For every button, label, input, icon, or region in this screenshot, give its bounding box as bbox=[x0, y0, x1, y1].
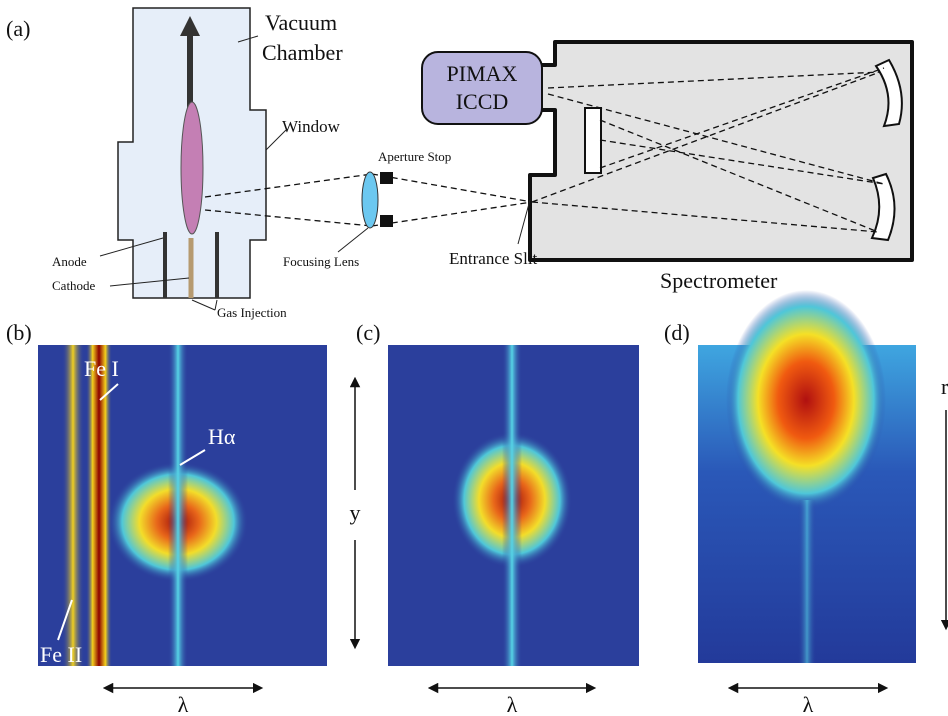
label: ICCD bbox=[456, 89, 509, 114]
label: Chamber bbox=[262, 40, 343, 65]
label: Window bbox=[282, 117, 341, 136]
spectrometer-box bbox=[528, 40, 914, 262]
leader bbox=[517, 199, 531, 245]
mirror bbox=[874, 58, 903, 128]
leader bbox=[99, 383, 119, 401]
leader bbox=[57, 599, 73, 641]
leader bbox=[179, 449, 206, 466]
label: PIMAX bbox=[447, 61, 518, 86]
axis-label: λ bbox=[178, 692, 189, 716]
label: Anode bbox=[52, 254, 87, 269]
line-streak bbox=[798, 500, 816, 663]
axis-label: λ bbox=[507, 692, 518, 716]
leader bbox=[265, 129, 287, 151]
line-streak bbox=[502, 345, 522, 666]
panel-label: (b) bbox=[6, 320, 32, 345]
mirror bbox=[870, 172, 896, 242]
leader bbox=[191, 299, 218, 311]
panel-label: (c) bbox=[356, 320, 380, 345]
line-streak bbox=[86, 345, 112, 666]
plasma bbox=[180, 101, 204, 235]
axis-label: λ bbox=[803, 692, 814, 716]
label: Spectrometer bbox=[660, 268, 778, 293]
leader bbox=[99, 237, 164, 257]
leader bbox=[237, 35, 259, 43]
axis-label: r bbox=[941, 374, 948, 399]
panel-label: (a) bbox=[6, 16, 30, 41]
aperture bbox=[380, 172, 393, 184]
beam bbox=[204, 173, 533, 227]
leader bbox=[337, 227, 369, 253]
label: Fe I bbox=[84, 356, 119, 381]
emission bbox=[726, 290, 886, 510]
beam bbox=[531, 67, 885, 233]
label: Fe II bbox=[40, 642, 82, 667]
line-streak bbox=[62, 345, 84, 666]
label: Gas Injection bbox=[217, 305, 287, 320]
line-streak bbox=[168, 345, 188, 666]
label: Cathode bbox=[52, 278, 96, 293]
aperture bbox=[380, 215, 393, 227]
arrow-head bbox=[180, 16, 200, 36]
label: Entrance Slit bbox=[449, 249, 538, 268]
label: Hα bbox=[208, 424, 236, 449]
label: Vacuum bbox=[265, 10, 337, 35]
lens bbox=[361, 171, 379, 229]
grating bbox=[584, 107, 602, 174]
panel-label: (d) bbox=[664, 320, 690, 345]
label: Aperture Stop bbox=[378, 149, 451, 164]
label: Focusing Lens bbox=[283, 254, 359, 269]
leader bbox=[109, 277, 190, 287]
axis-label: y bbox=[350, 500, 361, 525]
camera bbox=[421, 51, 543, 125]
